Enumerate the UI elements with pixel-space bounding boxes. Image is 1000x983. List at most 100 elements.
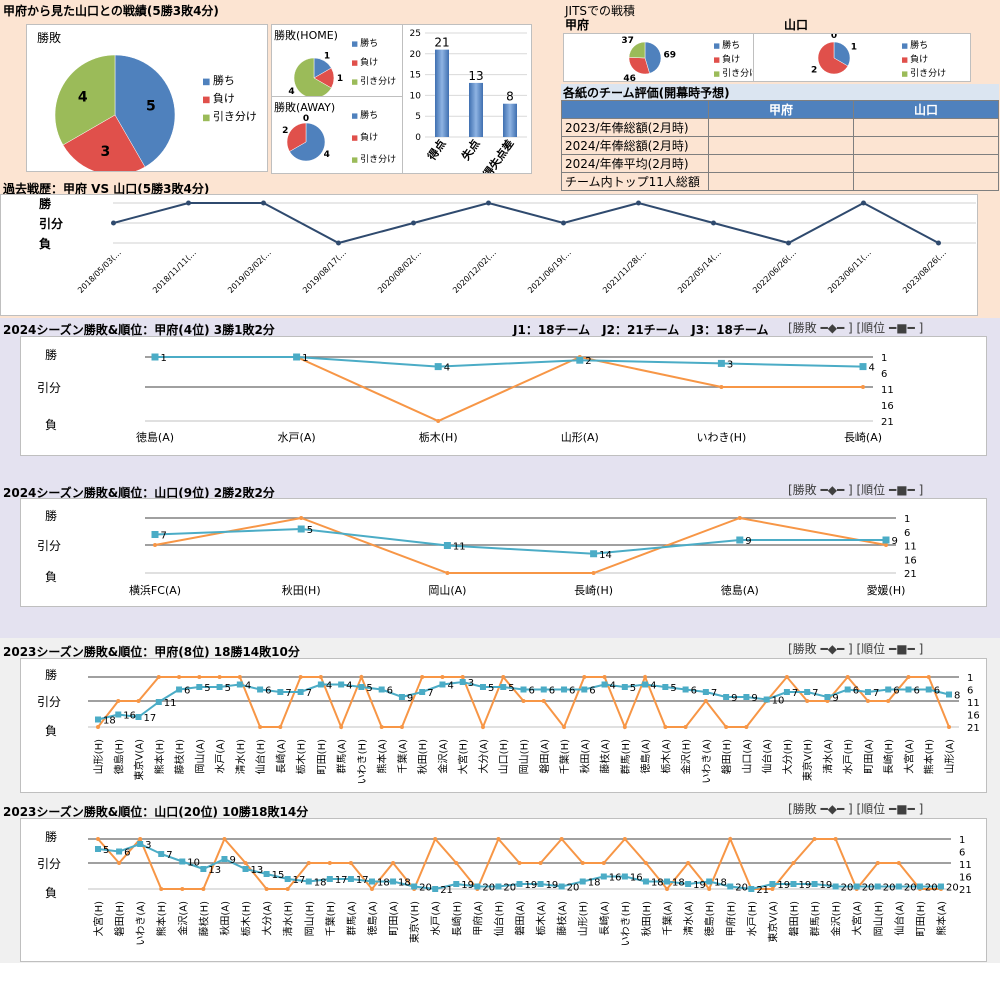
rank-point (151, 531, 159, 538)
rank-point (284, 876, 291, 882)
x-tick-label: 水戸(H) (746, 901, 758, 936)
score-bar-panel: 0 5 10 15 20 25 21 得点 13 失点 8 得失点差 (402, 24, 532, 174)
rank-data-label: 5 (670, 683, 676, 694)
y-axis-label: 負 (45, 724, 57, 738)
s2023k-panel: 勝引分負 1 6 11 16 21 18 16 17 11 6 5 5 4 6 7 7 4 4 5 6 9 7 4 3 5 5 6 6 6… (20, 658, 987, 793)
home-pie-panel: 勝敗(HOME) 1 1 4 勝ち 負け 引き分け (271, 24, 404, 98)
rank-point (263, 871, 270, 877)
away-pie-panel: 勝敗(AWAY) 4 2 0 勝ち 負け 引き分け (271, 96, 404, 174)
x-tick-label: 栃木(H) (419, 430, 458, 444)
x-tick-label: 清水(H) (234, 739, 247, 774)
result-point (285, 887, 290, 891)
rank-point (642, 681, 649, 688)
rank-point (590, 550, 598, 558)
legend-label: 負け (213, 92, 235, 105)
evaluation-cell (708, 118, 854, 137)
evaluation-cell (708, 154, 854, 173)
right-axis-tick: 11 (959, 860, 972, 871)
evaluation-cell (708, 136, 854, 155)
rank-data-label: 6 (853, 686, 859, 697)
pie-data-label: 4 (78, 89, 88, 105)
jits-title: JITSでの戦積 (565, 4, 636, 18)
rank-data-label: 5 (225, 683, 231, 694)
rank-data-label: 19 (777, 880, 790, 891)
legend-marker (203, 114, 210, 122)
x-tick-label: 清水(H) (282, 901, 295, 936)
x-tick-label: 2019/03/02(… (226, 248, 273, 295)
x-tick-label: 2021/06/19(… (526, 248, 573, 295)
rank-point (864, 689, 871, 695)
x-tick-label: 栃木(A) (659, 739, 672, 774)
pie-data-label: 0 (831, 34, 837, 41)
rank-data-label: 4 (650, 681, 656, 692)
bar (435, 49, 449, 137)
legend-label: 負け (360, 131, 378, 143)
rank-point (664, 878, 671, 885)
result-point (538, 861, 543, 865)
jits-yamaguchi-label: 山口 (784, 18, 809, 32)
rank-point (804, 689, 811, 695)
x-tick-label: 水戸(A) (278, 431, 316, 444)
result-point (686, 861, 691, 865)
x-tick-label: 熊本(A) (376, 739, 389, 774)
legend-label: 勝ち (722, 39, 740, 51)
result-point (318, 675, 323, 679)
y-tick-label: 20 (410, 50, 422, 60)
evaluation-cell (853, 118, 999, 137)
x-tick-label: 2022/05/14(… (676, 248, 723, 295)
x-tick-label: 得失点差 (479, 137, 516, 173)
rank-point (459, 679, 466, 685)
result-point (440, 675, 445, 679)
rank-point (685, 881, 692, 887)
rank-point (516, 881, 523, 887)
x-tick-label: 秋田(A) (578, 739, 591, 774)
x-tick-label: いわき(H) (356, 739, 368, 784)
legend-marker (714, 57, 720, 63)
y-axis-label: 引分 (37, 381, 61, 395)
pie-slice (293, 57, 332, 97)
rank-point (216, 684, 223, 690)
evaluation-title: 各紙のチーム評価(開幕時予想) (561, 84, 999, 100)
rank-data-label: 20 (946, 883, 959, 894)
x-tick-label: 大宮(A) (902, 739, 915, 774)
rank-point (727, 883, 734, 890)
x-tick-label: 長崎(A) (844, 430, 882, 444)
legend-marker (714, 71, 720, 77)
right-axis-tick: 21 (967, 723, 980, 734)
x-tick-label: 藤枝(H) (173, 739, 186, 774)
rank-point (905, 686, 912, 693)
result-line (154, 516, 887, 574)
result-point (138, 837, 143, 841)
rank-data-label: 19 (546, 880, 559, 891)
y-tick-label: 10 (410, 91, 422, 101)
x-tick-label: 仙台(H) (492, 901, 505, 936)
rank-data-label: 9 (731, 693, 737, 704)
jits-yamaguchi-panel: 1 2 0 勝ち 負け 引き分け (753, 33, 971, 82)
table-row: 2023/年俸総額(2月時) (561, 118, 999, 137)
legend-label: 勝ち (360, 109, 378, 121)
history-point (786, 240, 791, 246)
rank-data-label: 6 (529, 686, 535, 697)
result-point (445, 571, 450, 575)
result-point (591, 571, 596, 575)
table-row: 2024/年俸総額(2月時) (561, 136, 999, 155)
rank-point (717, 359, 725, 367)
x-tick-label: 岡山(A) (428, 584, 466, 597)
y-tick-label: 0 (415, 133, 421, 143)
x-tick-label: 磐田(H) (113, 901, 126, 936)
rank-data-label: 6 (691, 686, 697, 697)
x-tick-label: 町田(H) (916, 901, 927, 936)
x-tick-label: いわき(A) (701, 739, 713, 784)
rank-data-label: 7 (711, 688, 717, 699)
x-tick-label: 岡山(H) (873, 901, 885, 936)
legend-marker (352, 135, 358, 141)
result-point (222, 837, 227, 841)
x-tick-label: いわき(A) (135, 901, 147, 946)
result-point (665, 887, 670, 891)
result-point (217, 675, 222, 679)
rank-data-label: 17 (144, 713, 157, 724)
y-axis-label: 引分 (37, 695, 61, 709)
pie-slice (644, 41, 662, 74)
pie-data-label: 1 (851, 43, 857, 53)
